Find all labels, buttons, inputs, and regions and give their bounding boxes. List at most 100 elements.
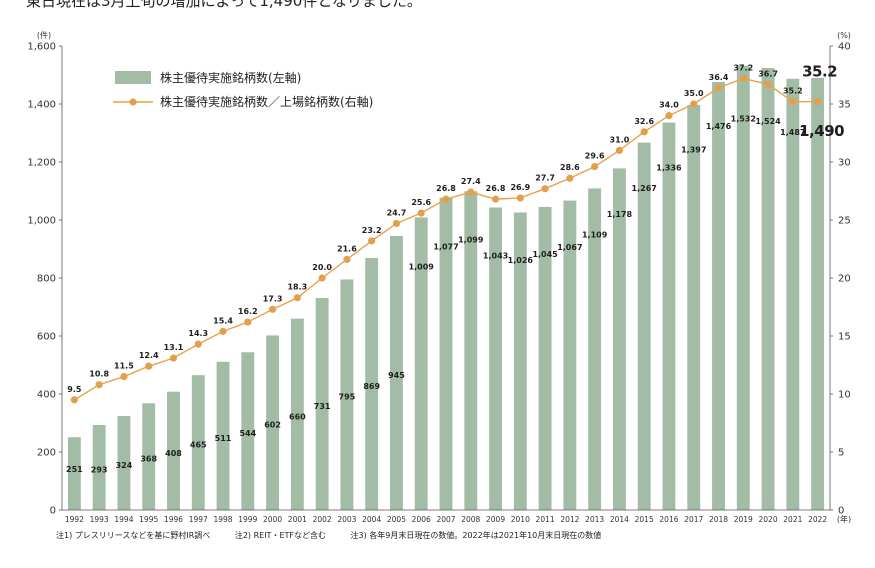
x-tick-label: 1995 bbox=[139, 515, 158, 524]
x-axis-unit: (年) bbox=[837, 514, 851, 524]
right-tick-label: 0 bbox=[838, 506, 844, 517]
ratio-value-label: 24.7 bbox=[387, 208, 407, 217]
x-tick-label: 2012 bbox=[560, 515, 579, 524]
bar bbox=[191, 375, 205, 510]
ratio-value-label: 15.4 bbox=[213, 316, 233, 325]
bar bbox=[612, 168, 626, 510]
x-axis: 1992 1993 1994 1995 1996 1997 1998 1999 2000 2001… bbox=[62, 509, 851, 524]
bar bbox=[513, 212, 527, 510]
left-axis-unit: (件) bbox=[37, 30, 51, 40]
bar-value-label: 731 bbox=[314, 402, 331, 411]
footnotes: 注1) プレスリリースなどを基に野村IR調べ 注2) REIT・ETFなど含む … bbox=[56, 530, 623, 541]
legend: 株主優待実施銘柄数(左軸) 株主優待実施銘柄数／上場銘柄数(右軸) bbox=[113, 70, 373, 109]
bar-value-label: 1,490 bbox=[799, 122, 844, 140]
ratio-value-label: 18.3 bbox=[287, 283, 307, 292]
ratio-marker bbox=[318, 274, 326, 282]
right-tick-label: 35 bbox=[838, 100, 851, 111]
x-tick-label: 2007 bbox=[436, 515, 455, 524]
bar-value-label: 660 bbox=[289, 412, 306, 421]
bar-value-label: 602 bbox=[264, 421, 281, 430]
x-tick-label: 2005 bbox=[387, 515, 406, 524]
footnote-1: 注1) プレスリリースなどを基に野村IR調べ bbox=[56, 531, 211, 540]
bar bbox=[563, 200, 577, 510]
bar bbox=[92, 425, 106, 510]
legend-line-label: 株主優待実施銘柄数／上場銘柄数(右軸) bbox=[160, 94, 373, 109]
ratio-value-label: 31.0 bbox=[610, 135, 630, 144]
right-tick-label: 40 bbox=[838, 42, 851, 53]
left-tick-label: 600 bbox=[37, 332, 56, 343]
ratio-marker bbox=[764, 80, 772, 88]
ratio-marker bbox=[591, 163, 599, 171]
bar bbox=[712, 81, 725, 511]
ratio-marker bbox=[244, 318, 252, 326]
ratio-marker bbox=[714, 84, 723, 92]
x-tick-label: 2022 bbox=[808, 515, 827, 524]
bar-value-label: 293 bbox=[91, 466, 108, 475]
x-tick-label: 2015 bbox=[635, 515, 654, 524]
ratio-marker bbox=[690, 100, 698, 108]
ratio-value-label: 34.0 bbox=[659, 101, 679, 110]
ratio-value-label: 35.0 bbox=[684, 89, 704, 98]
bar bbox=[786, 78, 800, 511]
bar bbox=[167, 391, 180, 510]
bar-value-label: 1,067 bbox=[557, 243, 582, 252]
left-tick-label: 400 bbox=[37, 390, 56, 401]
bar-value-label: 1,487 bbox=[780, 128, 805, 137]
bar-value-label: 1,026 bbox=[508, 256, 534, 265]
x-tick-label: 2020 bbox=[759, 515, 778, 524]
legend-bar-swatch bbox=[115, 71, 151, 84]
ratio-value-label: 12.4 bbox=[139, 351, 159, 360]
bar-value-label: 544 bbox=[239, 429, 256, 438]
x-tick-label: 1994 bbox=[114, 515, 133, 524]
x-tick-label: 2010 bbox=[511, 515, 530, 524]
bar bbox=[365, 257, 379, 510]
ratio-marker bbox=[640, 128, 648, 136]
x-tick-label: 1996 bbox=[164, 515, 183, 524]
bar bbox=[489, 207, 502, 510]
x-tick-label: 2019 bbox=[734, 515, 753, 524]
ratio-value-label: 9.5 bbox=[67, 385, 82, 394]
ratio-value-label: 26.8 bbox=[436, 184, 456, 193]
left-tick-label: 200 bbox=[37, 448, 56, 459]
ratio-marker bbox=[789, 98, 797, 106]
right-tick-label: 25 bbox=[838, 216, 851, 227]
bar-value-label: 1,532 bbox=[731, 115, 756, 124]
bar bbox=[390, 235, 403, 510]
left-axis: 0 200 400 600 800 1,000 1,200 1,400 1,600 (件) bbox=[27, 30, 63, 517]
ratio-value-label: 16.2 bbox=[238, 307, 258, 316]
x-tick-label: 2002 bbox=[313, 515, 332, 524]
bar bbox=[142, 403, 156, 510]
x-tick-label: 2017 bbox=[684, 515, 703, 524]
ratio-marker bbox=[516, 194, 524, 202]
ratio-marker bbox=[392, 219, 401, 228]
bar bbox=[290, 318, 304, 510]
left-tick-label: 0 bbox=[50, 506, 56, 517]
bar-value-label: 1,009 bbox=[409, 262, 435, 271]
bar-value-label: 368 bbox=[140, 455, 157, 464]
ratio-line-series bbox=[70, 74, 822, 404]
x-tick-label: 2016 bbox=[659, 515, 678, 524]
right-tick-label: 10 bbox=[838, 390, 851, 401]
bar-value-label: 324 bbox=[116, 461, 133, 470]
ratio-value-label: 10.8 bbox=[89, 370, 109, 379]
ratio-marker bbox=[491, 195, 500, 203]
ratio-value-label: 14.3 bbox=[188, 329, 208, 338]
ratio-value-label: 27.4 bbox=[461, 177, 481, 186]
ratio-marker bbox=[70, 396, 78, 404]
ratio-value-label: 11.5 bbox=[114, 362, 134, 371]
x-tick-label: 2004 bbox=[362, 515, 381, 524]
ratio-marker bbox=[368, 237, 376, 245]
ratio-value-label: 35.2 bbox=[783, 87, 803, 96]
bar-value-label: 1,267 bbox=[632, 184, 657, 193]
x-tick-label: 2014 bbox=[610, 515, 629, 524]
bar bbox=[736, 65, 750, 510]
x-tick-label: 2021 bbox=[783, 515, 802, 524]
bar-value-label: 1,336 bbox=[656, 164, 682, 173]
bar-value-label: 1,397 bbox=[681, 145, 706, 154]
x-tick-label: 1999 bbox=[238, 515, 257, 524]
bar bbox=[687, 104, 701, 511]
ratio-marker bbox=[268, 305, 277, 313]
x-tick-label: 2001 bbox=[288, 515, 307, 524]
bar bbox=[266, 335, 280, 510]
right-tick-label: 30 bbox=[838, 158, 851, 169]
